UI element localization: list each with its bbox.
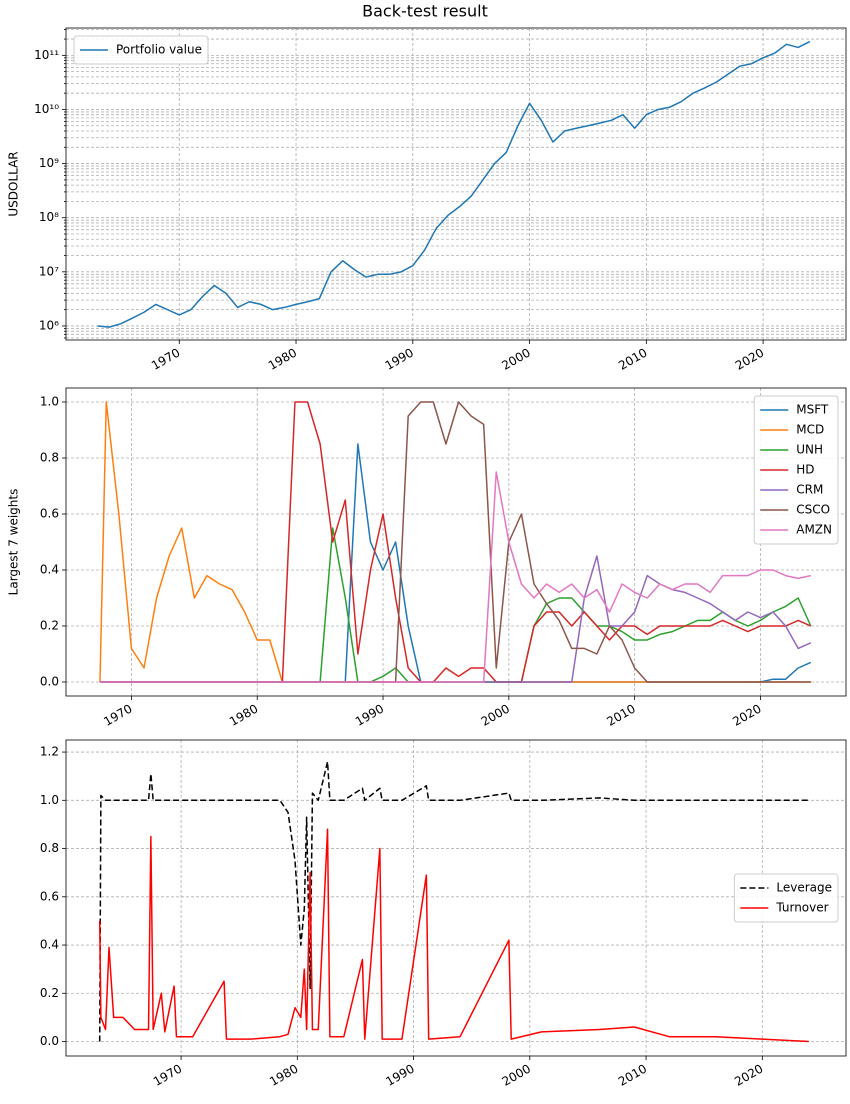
legend-box [733,873,839,923]
legend-label: Leverage [776,881,832,895]
y-tick-label: 0.4 [40,563,59,577]
y-axis-label: Largest 7 weights [7,489,21,596]
y-tick-label: 10⁷ [39,264,59,278]
x-tick-label: 1980 [266,346,299,373]
series-line [99,443,812,683]
legend: Leverage Turnover [733,873,839,923]
legend: Portfolio value [73,35,209,65]
x-tick-label: 2010 [616,1062,649,1089]
x-tick-label: 1970 [149,346,182,373]
x-tick-label: 1990 [383,1062,416,1089]
series-line [97,40,811,328]
y-tick-label: 10⁶ [39,318,59,332]
y-tick-label: 0.2 [40,986,59,1000]
legend-label: MSFT [796,403,829,417]
series-line [99,401,811,683]
legend-box [753,395,839,545]
x-tick-label: 2010 [616,346,649,373]
y-tick-label: 0.2 [40,619,59,633]
x-tick-label: 1970 [151,1062,184,1089]
x-tick-label: 2020 [730,702,763,729]
figure-title: Back-test result [362,2,488,21]
series-line [99,555,812,683]
y-axis-label: USDOLLAR [7,151,21,216]
y-tick-label: 10¹¹ [34,48,59,62]
series-line [99,401,811,683]
y-tick-label: 0.8 [40,841,59,855]
x-tick-label: 2020 [733,346,766,373]
series-line [99,401,812,683]
series-line [98,760,809,1042]
series-line [99,527,812,683]
series-line [99,471,811,683]
y-tick-label: 1.0 [40,793,59,807]
axes-frame [65,27,847,341]
legend-label: CSCO [796,503,830,517]
y-tick-label: 0.6 [40,889,59,903]
x-tick-label: 2000 [500,1062,533,1089]
y-tick-label: 10⁸ [39,210,59,224]
y-tick-label: 0.4 [40,938,59,952]
legend-label: Portfolio value [116,43,202,57]
legend: MSFT MCD UNH HD CRM CSCO AMZN [753,395,839,545]
legend-label: AMZN [796,523,832,537]
legend-label: UNH [796,443,823,457]
x-tick-label: 2010 [604,702,637,729]
legend-box [73,35,209,65]
y-tick-label: 1.0 [40,395,59,409]
y-tick-label: 1.2 [40,745,59,759]
y-tick-label: 10⁹ [39,156,59,170]
x-tick-label: 2020 [732,1062,765,1089]
legend-label: CRM [796,483,823,497]
legend-label: Turnover [775,901,828,915]
x-tick-label: 2000 [479,702,512,729]
y-tick-label: 10¹⁰ [34,102,59,116]
x-tick-label: 1980 [267,1062,300,1089]
series-line [98,828,809,1043]
x-tick-label: 1980 [227,702,260,729]
legend-label: MCD [796,423,824,437]
legend-label: HD [796,463,814,477]
y-tick-label: 0.0 [40,1034,59,1048]
axes-frame [65,387,847,697]
x-tick-label: 2000 [499,346,532,373]
x-tick-label: 1970 [101,702,134,729]
y-tick-label: 0.8 [40,451,59,465]
x-tick-label: 1990 [383,346,416,373]
axes-frame [65,739,847,1057]
y-tick-label: 0.0 [40,675,59,689]
y-tick-label: 0.6 [40,507,59,521]
x-tick-label: 1990 [353,702,386,729]
